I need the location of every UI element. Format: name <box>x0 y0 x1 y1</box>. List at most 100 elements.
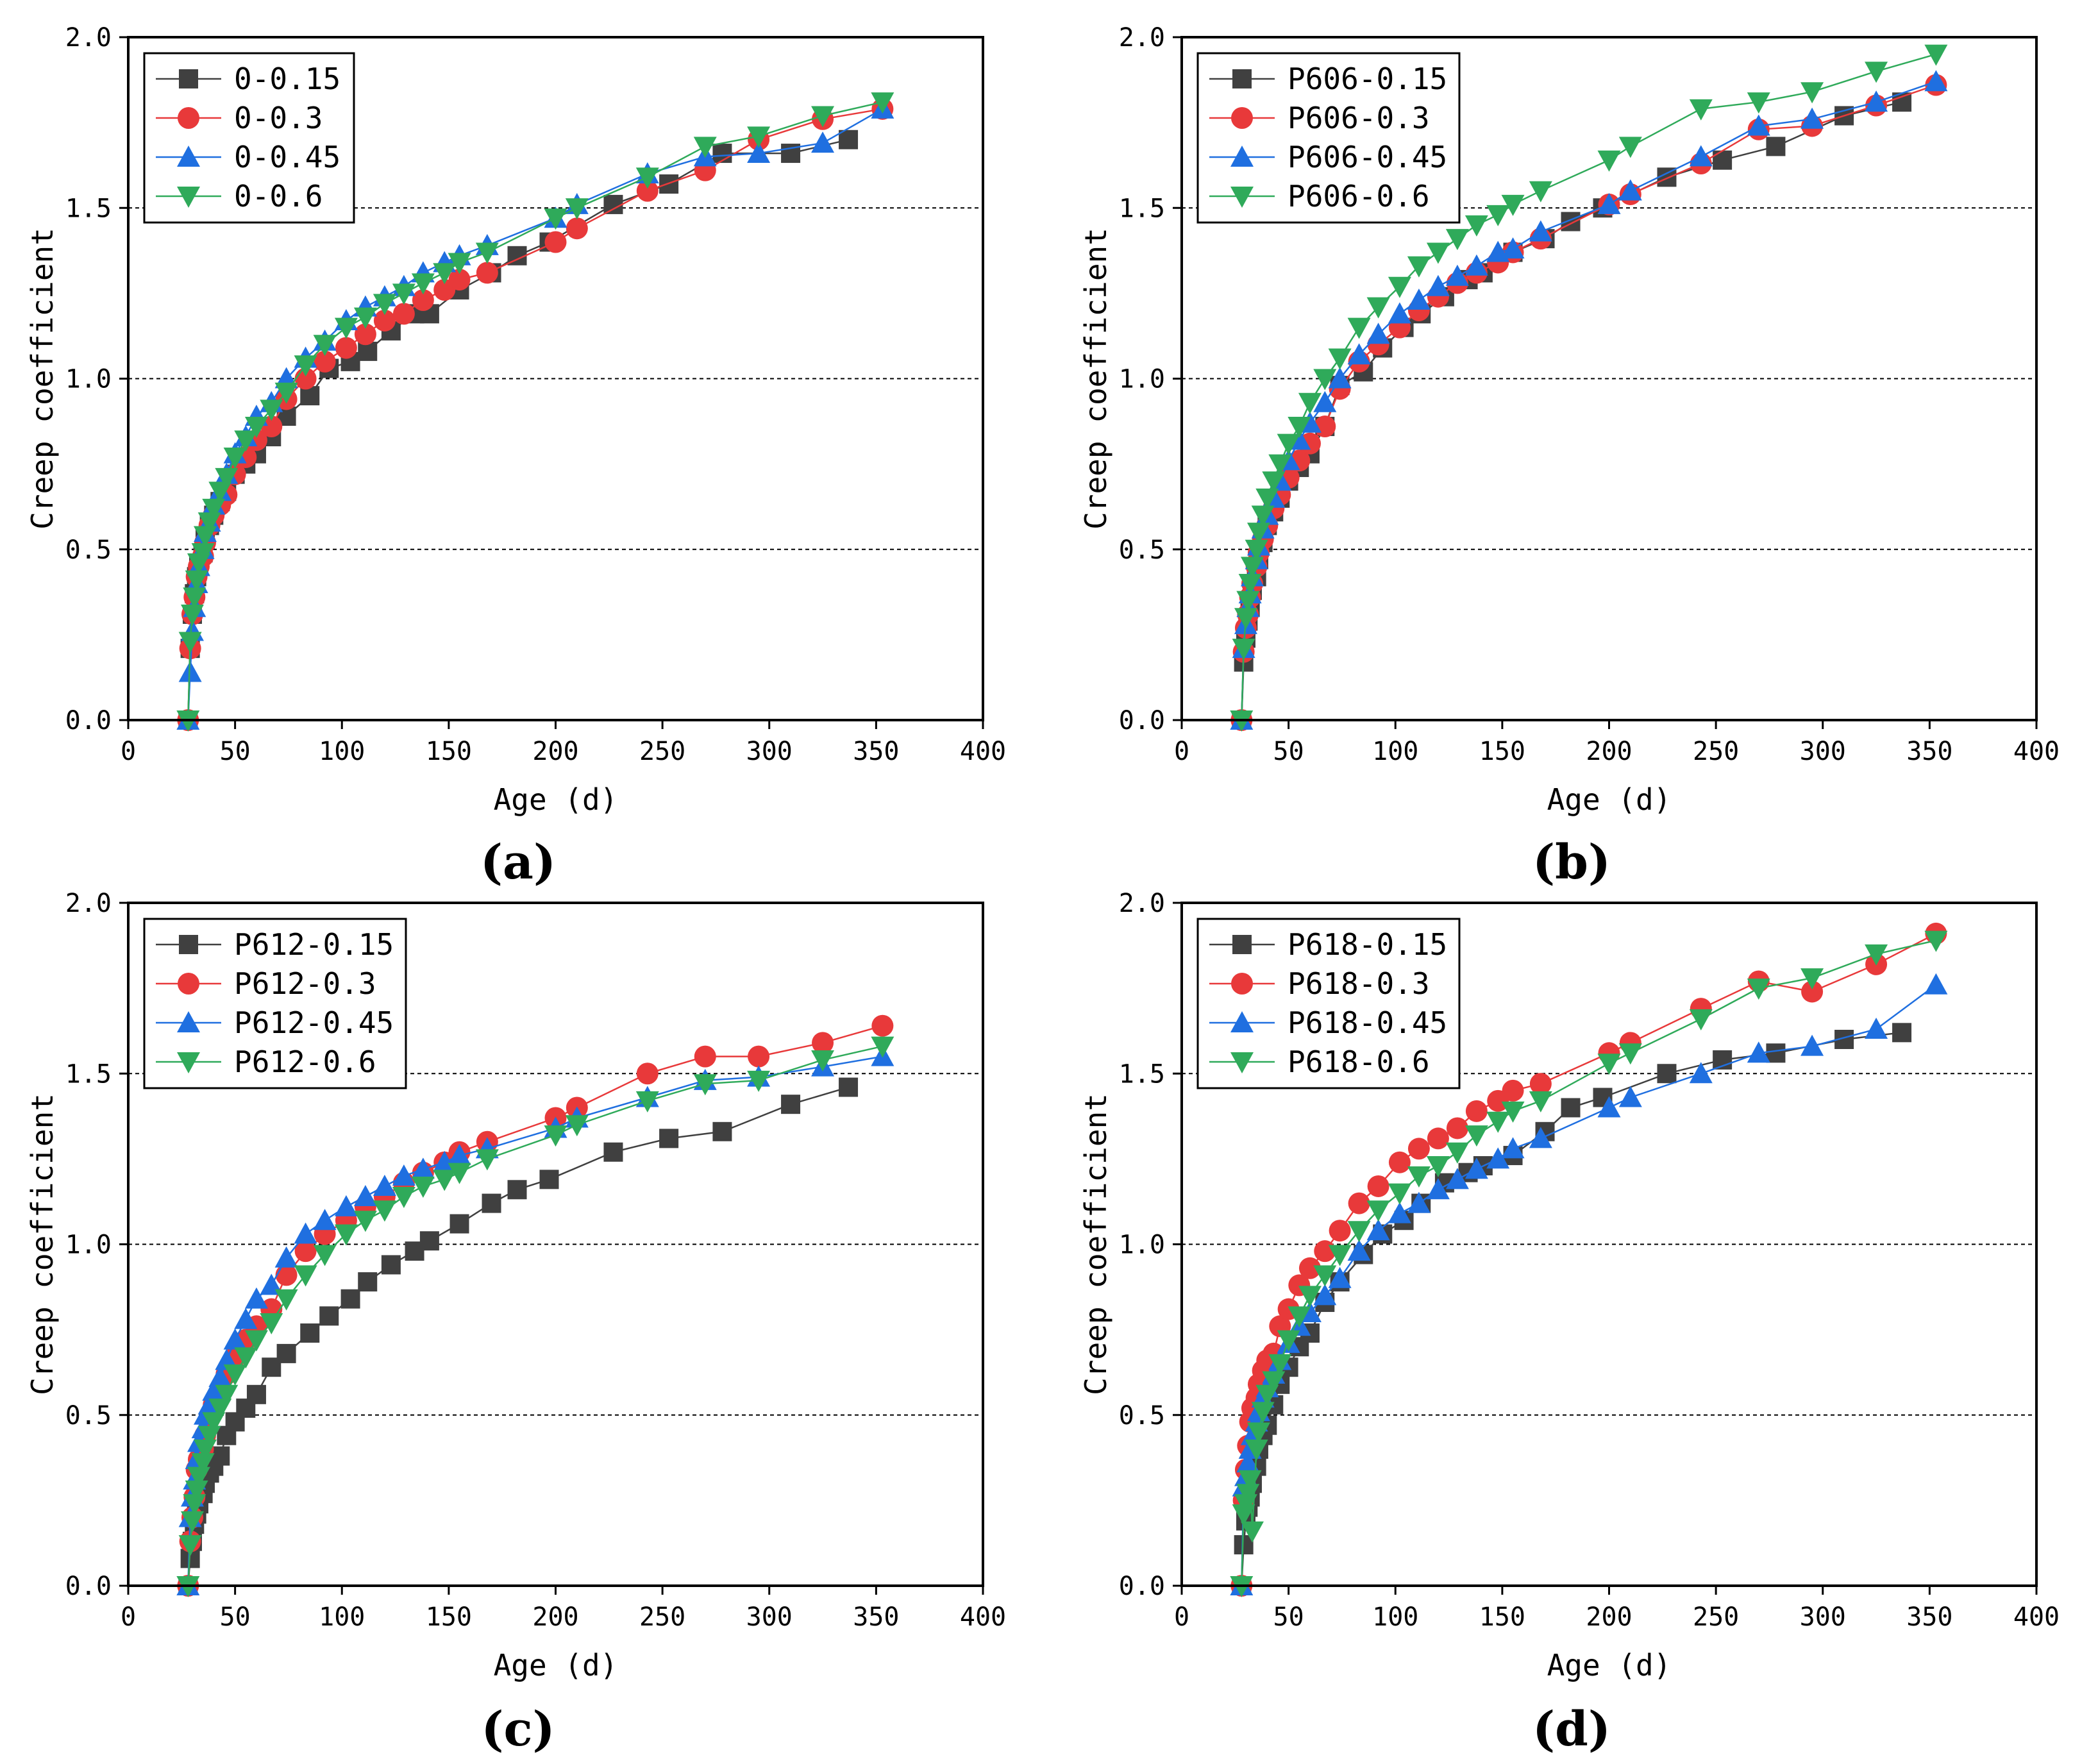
data-point <box>1288 1306 1311 1328</box>
data-point <box>419 1231 439 1251</box>
data-point <box>1298 1257 1321 1279</box>
data-point <box>1561 212 1581 231</box>
x-tick-label: 50 <box>1273 1602 1304 1632</box>
data-point <box>1313 369 1337 391</box>
data-point <box>1347 317 1371 339</box>
data-point <box>276 1343 296 1363</box>
data-point <box>1407 289 1431 310</box>
data-point <box>1347 1239 1371 1261</box>
data-point <box>313 1209 337 1231</box>
legend: P618-0.15 P618-0.3 P618-0.45 P618-0.6 <box>1196 918 1461 1089</box>
data-point <box>1313 1284 1337 1306</box>
data-point <box>1407 1191 1431 1213</box>
data-point <box>1865 62 1888 83</box>
data-point <box>635 167 659 189</box>
data-point <box>1328 1245 1352 1266</box>
legend-marker <box>179 69 198 88</box>
data-point <box>748 1045 770 1068</box>
data-point <box>871 92 894 114</box>
data-point <box>187 1466 210 1488</box>
data-point <box>274 1246 298 1268</box>
data-point <box>1924 70 1948 92</box>
data-point <box>1865 1018 1888 1039</box>
data-point <box>358 1272 378 1292</box>
data-point <box>1232 1504 1255 1526</box>
data-point <box>1486 1111 1510 1133</box>
legend-marker <box>1232 935 1252 954</box>
data-point <box>1298 392 1322 414</box>
y-tick-label: 1.0 <box>65 365 112 394</box>
data-point <box>294 1240 317 1263</box>
legend-marker <box>1230 1011 1254 1032</box>
series-line-P612-0.6 <box>187 1045 883 1586</box>
panel-label: (d) <box>1532 1702 1611 1757</box>
data-point <box>185 570 208 592</box>
data-point <box>1255 488 1279 510</box>
data-point <box>1561 1098 1581 1118</box>
data-point <box>353 1184 377 1206</box>
y-axis-title: Creep coefficient <box>1078 1093 1113 1395</box>
legend-marker <box>177 1052 200 1073</box>
data-point <box>693 1074 717 1096</box>
x-tick-label: 100 <box>1372 1602 1418 1632</box>
x-tick-label: 350 <box>1906 737 1952 766</box>
data-point <box>223 1328 247 1350</box>
data-point <box>373 309 396 332</box>
x-tick-label: 0 <box>121 1602 136 1632</box>
data-point <box>354 323 376 346</box>
data-point <box>373 294 396 315</box>
data-point <box>811 131 835 153</box>
data-point <box>197 1425 221 1447</box>
x-tick-label: 350 <box>853 737 899 766</box>
data-point <box>381 1255 401 1275</box>
x-tick-label: 50 <box>1273 737 1304 766</box>
data-point <box>475 242 499 264</box>
data-point <box>244 1330 268 1352</box>
series-line-P612-0.15 <box>187 1086 849 1586</box>
legend-marker <box>179 935 198 954</box>
data-point <box>1427 1127 1449 1150</box>
x-axis-title: Age (d) <box>494 1648 618 1683</box>
y-tick-label: 1.0 <box>65 1231 112 1260</box>
data-point <box>1689 145 1713 167</box>
data-point <box>1800 107 1824 129</box>
data-point <box>1618 1086 1642 1107</box>
data-point <box>1465 254 1488 276</box>
x-tick-label: 300 <box>746 1602 793 1632</box>
data-point <box>1529 1091 1552 1113</box>
data-point <box>215 467 239 489</box>
x-axis-title: Age (d) <box>1547 782 1672 817</box>
data-point <box>1713 150 1733 170</box>
legend: P612-0.15 P612-0.3 P612-0.45 P612-0.6 <box>143 918 407 1089</box>
panel-label: (c) <box>481 1702 555 1757</box>
y-tick-label: 2.0 <box>65 23 112 53</box>
x-tick-label: 200 <box>1586 737 1632 766</box>
data-point <box>234 1307 258 1329</box>
data-point <box>392 1186 415 1208</box>
data-point <box>694 1045 716 1068</box>
data-point <box>1238 574 1262 595</box>
legend-label: P606-0.15 <box>1288 62 1447 96</box>
data-point <box>313 1245 337 1266</box>
data-point <box>1251 505 1275 527</box>
data-point <box>193 526 217 548</box>
legend-label: P612-0.6 <box>234 1045 376 1079</box>
data-point <box>1445 264 1469 286</box>
data-point <box>1426 242 1450 264</box>
data-point <box>244 417 268 439</box>
x-tick-label: 250 <box>1693 1602 1739 1632</box>
data-point <box>1501 1137 1525 1159</box>
data-point <box>747 142 771 164</box>
data-point <box>1388 302 1411 324</box>
data-point <box>1800 1034 1824 1056</box>
data-point <box>1801 980 1824 1003</box>
data-point <box>448 1163 471 1184</box>
data-point <box>1501 1101 1525 1123</box>
legend-label: P612-0.3 <box>234 966 376 1001</box>
data-point <box>1445 1142 1469 1164</box>
y-tick-label: 0.0 <box>65 706 112 735</box>
data-point <box>1689 1009 1713 1031</box>
y-tick-label: 0.0 <box>1119 1572 1165 1601</box>
data-point <box>411 273 435 295</box>
